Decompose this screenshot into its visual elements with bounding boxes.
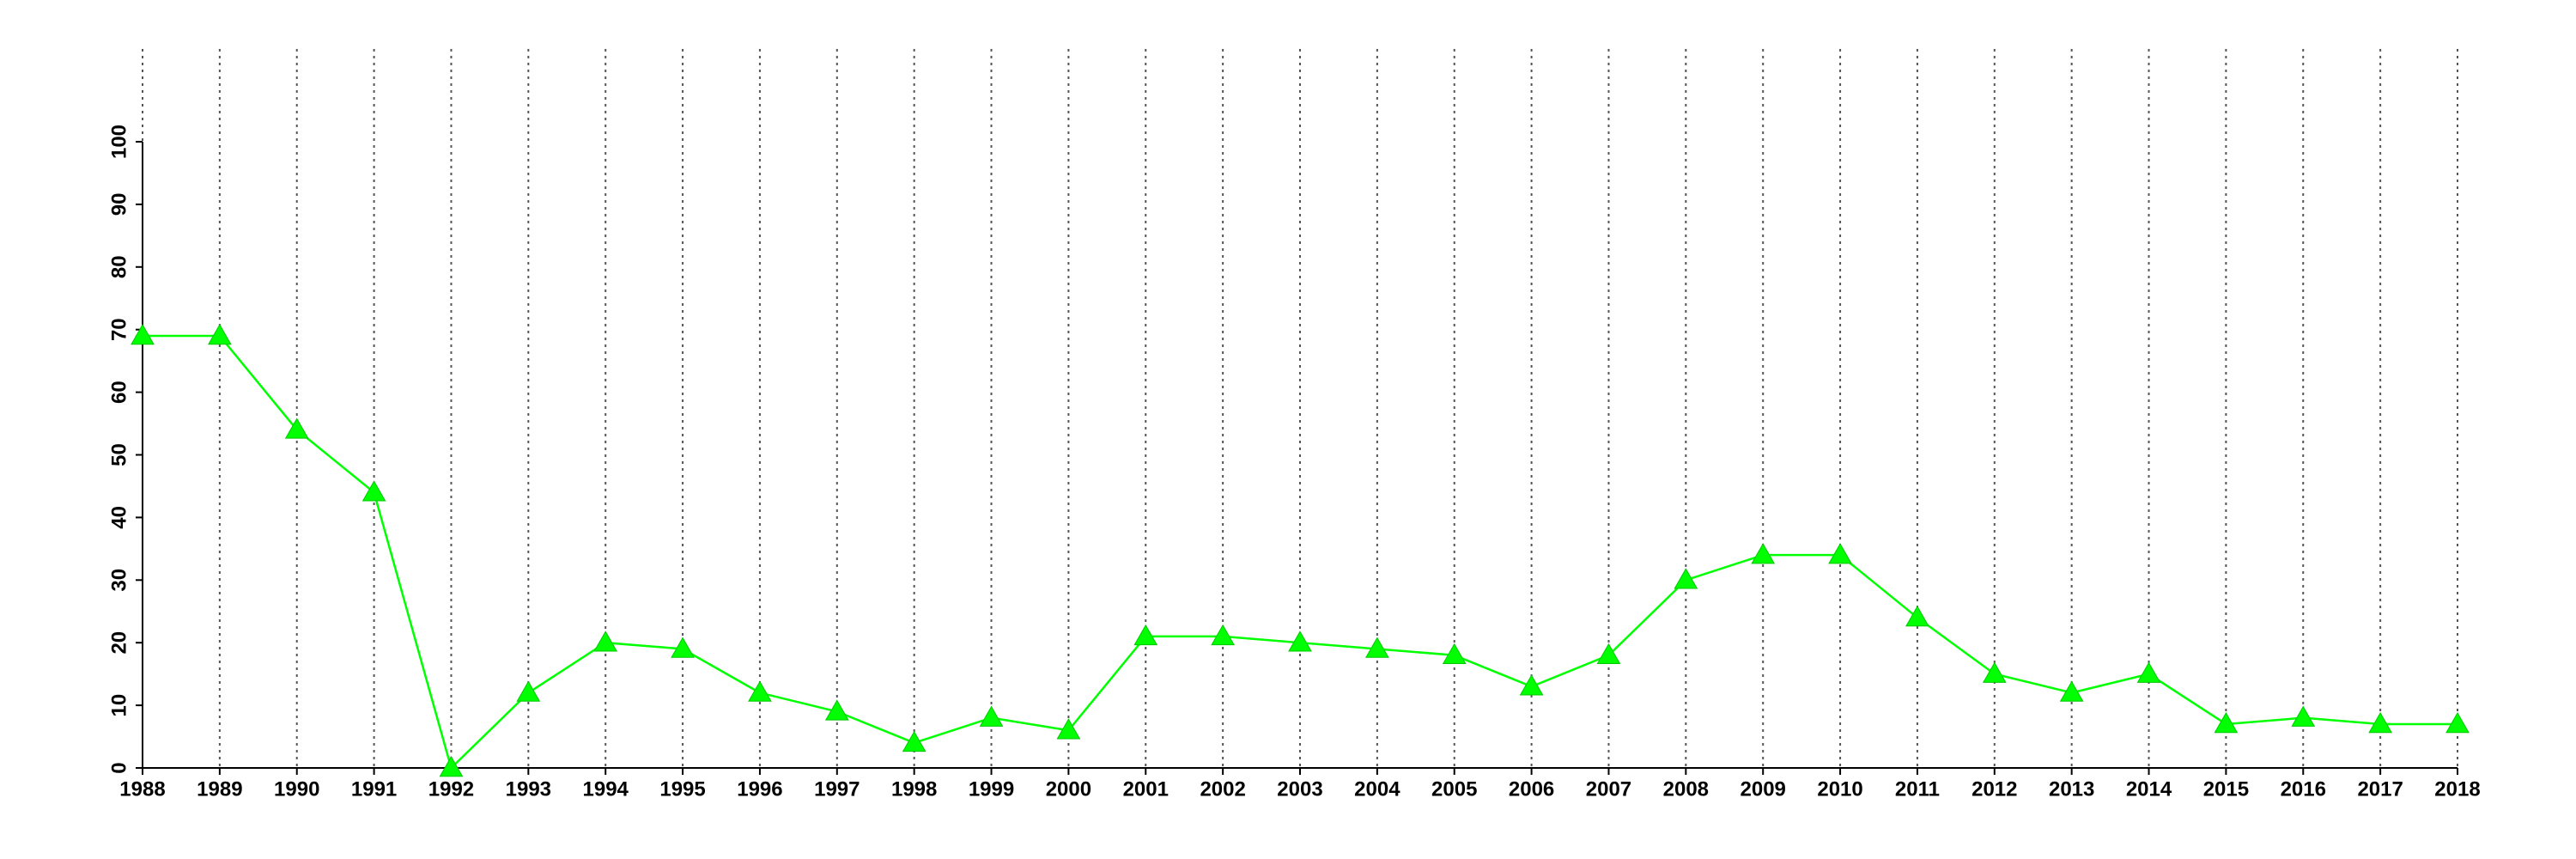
x-tick-label: 2011 <box>1895 777 1940 801</box>
y-tick-label: 50 <box>107 443 131 466</box>
data-point <box>2059 680 2084 702</box>
x-tick-label: 2007 <box>1586 777 1631 801</box>
x-tick-label: 2018 <box>2434 777 2480 801</box>
x-tick-label: 2006 <box>1509 777 1554 801</box>
x-tick-label: 2010 <box>1817 777 1862 801</box>
data-point <box>593 631 618 652</box>
data-point <box>1288 631 1312 652</box>
x-tick-label: 1997 <box>814 777 860 801</box>
x-tick-label: 2000 <box>1046 777 1091 801</box>
y-tick-label: 70 <box>107 318 131 341</box>
data-point <box>1365 637 1389 658</box>
data-point <box>516 680 541 702</box>
data-point <box>748 680 772 702</box>
y-tick-label: 100 <box>107 125 131 159</box>
data-point <box>439 755 464 777</box>
data-point <box>1905 606 1929 627</box>
data-point <box>1133 624 1158 646</box>
data-point <box>2291 705 2316 727</box>
data-point <box>208 323 232 345</box>
x-tick-label: 1990 <box>274 777 319 801</box>
data-point <box>1828 543 1852 564</box>
y-tick-label: 80 <box>107 255 131 278</box>
x-tick-label: 2012 <box>1971 777 2017 801</box>
data-point <box>2368 711 2392 734</box>
data-point <box>131 323 155 345</box>
data-point <box>671 637 695 658</box>
x-tick-label: 2001 <box>1123 777 1169 801</box>
x-tick-label: 2009 <box>1741 777 1786 801</box>
x-tick-label: 2014 <box>2126 777 2172 801</box>
x-tick-label: 1998 <box>891 777 937 801</box>
data-point <box>824 699 849 721</box>
x-tick-label: 2017 <box>2357 777 2403 801</box>
data-point <box>1442 643 1467 665</box>
data-point <box>2136 661 2161 683</box>
x-tick-label: 2002 <box>1200 777 1245 801</box>
x-tick-label: 1995 <box>659 777 705 801</box>
x-tick-label: 1996 <box>737 777 782 801</box>
x-tick-label: 1992 <box>428 777 474 801</box>
x-tick-label: 1994 <box>583 777 629 801</box>
y-tick-label: 40 <box>107 506 131 529</box>
y-tick-label: 30 <box>107 569 131 592</box>
x-tick-label: 1989 <box>197 777 242 801</box>
x-tick-label: 1988 <box>119 777 165 801</box>
x-tick-label: 2015 <box>2203 777 2249 801</box>
data-point <box>902 730 927 752</box>
data-point <box>1751 543 1776 564</box>
y-tick-label: 20 <box>107 631 131 655</box>
x-tick-label: 1993 <box>506 777 551 801</box>
x-tick-label: 2005 <box>1431 777 1477 801</box>
data-point <box>284 417 309 439</box>
data-point <box>2445 711 2470 734</box>
y-tick-label: 10 <box>107 694 131 717</box>
x-tick-label: 2004 <box>1354 777 1400 801</box>
data-point <box>1056 718 1081 740</box>
x-tick-label: 2003 <box>1277 777 1322 801</box>
data-point <box>1519 674 1544 696</box>
data-point <box>1674 568 1698 589</box>
x-tick-label: 1991 <box>351 777 397 801</box>
data-point <box>1596 643 1621 665</box>
data-point <box>979 705 1004 727</box>
data-point <box>2214 711 2239 734</box>
data-point <box>1211 624 1235 646</box>
y-tick-label: 0 <box>107 762 131 773</box>
x-tick-label: 2016 <box>2281 777 2326 801</box>
x-tick-label: 2008 <box>1663 777 1709 801</box>
x-tick-label: 1999 <box>969 777 1014 801</box>
data-point <box>1982 661 2007 683</box>
y-tick-label: 90 <box>107 193 131 216</box>
x-tick-label: 2013 <box>2049 777 2094 801</box>
y-tick-label: 60 <box>107 381 131 404</box>
data-point <box>361 480 386 502</box>
